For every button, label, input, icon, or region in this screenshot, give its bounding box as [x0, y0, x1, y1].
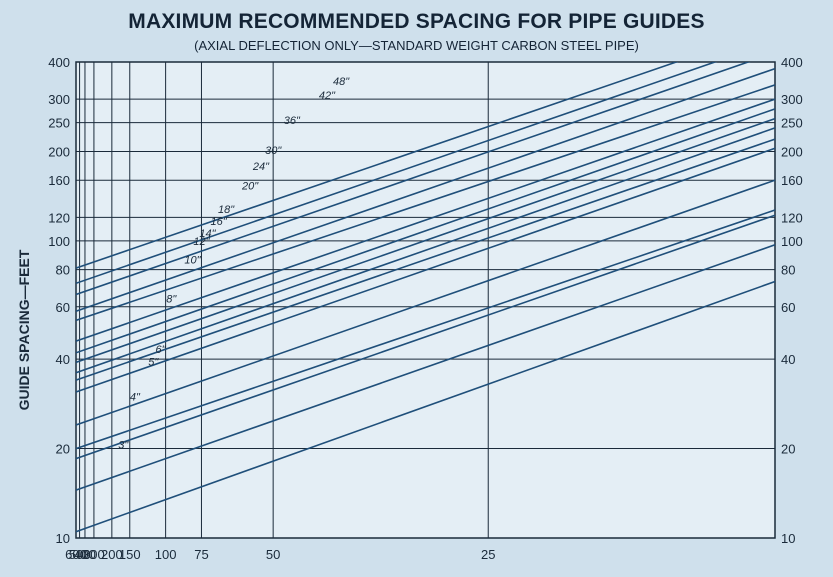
series-line-6 [76, 147, 775, 393]
x-tick-600: 600 [65, 547, 87, 562]
series-label-8: 14" [199, 228, 216, 240]
y-tick-right-300: 300 [781, 92, 803, 107]
x-tick-25: 25 [481, 547, 495, 562]
series-line-16 [76, 62, 679, 269]
tick-labels: 10 10 20 20 40 40 60 60 80 80 100 100 120 120 160 160 20… [48, 55, 802, 562]
y-tick-left-250: 250 [48, 116, 70, 131]
series-line-15 [76, 62, 718, 285]
x-tick-50: 50 [266, 547, 280, 562]
series-label-1: 3" [118, 440, 129, 452]
y-tick-right-250: 250 [781, 116, 803, 131]
x-tick-150: 150 [119, 547, 141, 562]
y-tick-right-160: 160 [781, 173, 803, 188]
series-labels: 3" 4" 5"6" 8" 10" 12"14"16"18" 20" 24" 30" 36" 42"… [118, 76, 350, 452]
series-line-11 [76, 98, 775, 342]
series-line-13 [76, 67, 775, 312]
series-label-13: 30" [265, 145, 282, 157]
series-line-8 [76, 127, 775, 374]
y-tick-right-80: 80 [781, 263, 795, 278]
x-tick-100: 100 [155, 547, 177, 562]
plot-area [76, 62, 775, 538]
y-tick-left-20: 20 [56, 442, 70, 457]
y-tick-right-100: 100 [781, 234, 803, 249]
series-label-5: 8" [166, 294, 177, 306]
chart-subtitle: (AXIAL DEFLECTION ONLY—STANDARD WEIGHT C… [194, 38, 639, 53]
series-line-9 [76, 117, 775, 364]
series-line-4 [76, 209, 775, 450]
y-tick-right-40: 40 [781, 352, 795, 367]
series-label-9: 16" [211, 216, 228, 228]
series-lines [76, 62, 775, 533]
series-label-15: 42" [319, 90, 336, 102]
x-tick-300: 300 [83, 547, 105, 562]
y-tick-left-200: 200 [48, 144, 70, 159]
series-label-3: 5" [148, 357, 159, 369]
y-tick-right-60: 60 [781, 300, 795, 315]
series-line-2 [76, 244, 775, 491]
y-tick-left-100: 100 [48, 234, 70, 249]
series-line-7 [76, 138, 775, 381]
series-label-16: 48" [333, 76, 350, 88]
y-tick-left-400: 400 [48, 55, 70, 70]
series-label-2: 4" [130, 392, 141, 404]
x-tick-200: 200 [101, 547, 123, 562]
y-tick-left-60: 60 [56, 300, 70, 315]
series-label-6: 10" [184, 254, 201, 266]
y-tick-right-20: 20 [781, 442, 795, 457]
series-line-10 [76, 108, 775, 354]
series-label-12: 24" [252, 161, 270, 173]
series-line-12 [76, 84, 775, 322]
series-line-3 [76, 214, 775, 460]
y-tick-left-80: 80 [56, 263, 70, 278]
y-tick-left-10: 10 [56, 531, 70, 546]
y-tick-right-200: 200 [781, 144, 803, 159]
chart-title: MAXIMUM RECOMMENDED SPACING FOR PIPE GUI… [128, 10, 705, 33]
series-label-10: 18" [218, 204, 235, 216]
series-line-1 [76, 280, 775, 533]
y-tick-left-160: 160 [48, 173, 70, 188]
series-label-7: 12" [193, 236, 210, 248]
series-line-5 [76, 179, 775, 426]
y-tick-right-10: 10 [781, 531, 795, 546]
y-tick-left-120: 120 [48, 210, 70, 225]
y-tick-right-120: 120 [781, 210, 803, 225]
series-line-14 [76, 62, 751, 296]
series-label-11: 20" [241, 180, 259, 192]
plot-frame [75, 61, 776, 539]
series-label-4: 6" [155, 344, 166, 356]
x-tick-500: 500 [69, 547, 91, 562]
x-tick-400: 400 [74, 547, 96, 562]
y-tick-left-300: 300 [48, 92, 70, 107]
x-tick-75: 75 [194, 547, 208, 562]
y-tick-right-400: 400 [781, 55, 803, 70]
y-tick-left-40: 40 [56, 352, 70, 367]
series-label-14: 36" [284, 115, 301, 127]
